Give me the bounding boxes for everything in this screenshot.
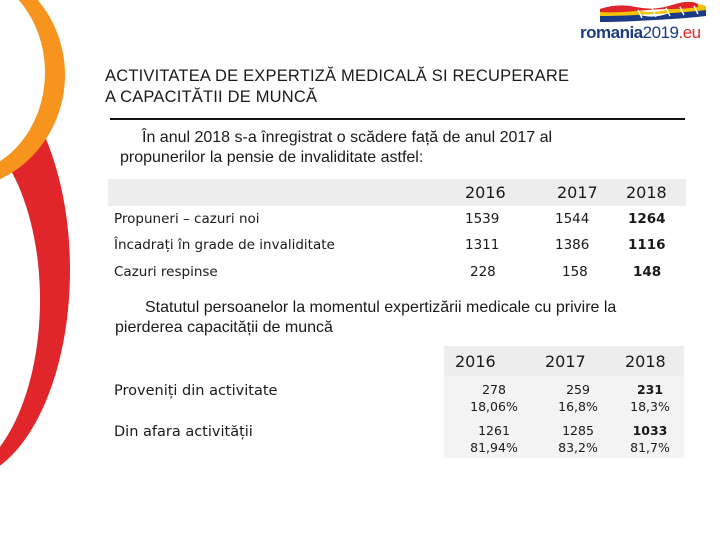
table2-percent: 81,94% xyxy=(470,440,518,455)
table1-cell: 1386 xyxy=(555,237,590,253)
table2-count: 231 xyxy=(636,382,664,397)
table2-year-2017: 2017 xyxy=(545,352,586,371)
table2-cell: 1285 83,2% xyxy=(548,422,608,456)
logo-name: romania xyxy=(580,23,643,42)
table1-cell: 1539 xyxy=(465,211,500,227)
table1-year-2017: 2017 xyxy=(557,183,598,202)
title-line-2: A CAPACITĂTII DE MUNCĂ xyxy=(105,88,318,106)
table2-cell: 1261 81,94% xyxy=(460,422,528,456)
logo-domain: .eu xyxy=(678,23,701,42)
table2-percent: 18,3% xyxy=(630,399,670,414)
romania2019-logo: romania2019.eu xyxy=(580,2,715,46)
table1-header-band xyxy=(108,179,686,206)
table1-cell: 1544 xyxy=(555,211,590,227)
table1-row-label: Propuneri – cazuri noi xyxy=(114,211,260,227)
intro2-line-2: pierderea capacității de muncă xyxy=(115,319,333,336)
intro1-line-2: propunerilor la pensie de invaliditate a… xyxy=(120,149,424,166)
logo-year: 2019 xyxy=(642,23,679,42)
table1-row-label: Încadrați în grade de invaliditate xyxy=(114,237,335,253)
table2-cell: 278 18,06% xyxy=(462,381,526,415)
intro-paragraph-1: În anul 2018 s-a înregistrat o scădere f… xyxy=(120,128,710,168)
table2-row-label: Din afara activității xyxy=(114,424,253,440)
table2-year-2018: 2018 xyxy=(625,352,666,371)
title-line-1: ACTIVITATEA DE EXPERTIZĂ MEDICALĂ SI REC… xyxy=(105,67,570,85)
title-divider xyxy=(110,118,685,120)
table2-row-label: Proveniți din activitate xyxy=(114,383,278,399)
table2-cell: 231 18,3% xyxy=(620,381,680,415)
table1-cell: 1116 xyxy=(628,237,666,253)
table2-percent: 81,7% xyxy=(630,440,670,455)
table1-cell: 148 xyxy=(633,264,662,280)
table2-year-2016: 2016 xyxy=(455,352,496,371)
table1-cell: 228 xyxy=(470,264,496,280)
intro1-line-1: În anul 2018 s-a înregistrat o scădere f… xyxy=(142,129,553,146)
table2-percent: 83,2% xyxy=(558,440,598,455)
table2-cell: 259 16,8% xyxy=(548,381,608,415)
intro-paragraph-2: Statutul persoanelor la momentul experti… xyxy=(115,298,710,338)
table1-year-2018: 2018 xyxy=(626,183,667,202)
table1-cell: 158 xyxy=(562,264,588,280)
table2-percent: 18,06% xyxy=(470,399,518,414)
logo-wordmark: romania2019.eu xyxy=(580,23,701,43)
table2-count: 278 xyxy=(482,382,506,397)
table2-count: 259 xyxy=(566,382,590,397)
table1-cell: 1264 xyxy=(628,211,666,227)
flag-wave-icon xyxy=(600,2,706,22)
table2-cell: 1033 81,7% xyxy=(620,422,680,456)
slide-title: ACTIVITATEA DE EXPERTIZĂ MEDICALĂ SI REC… xyxy=(105,66,705,108)
table1-year-2016: 2016 xyxy=(465,183,506,202)
table2-header-band xyxy=(444,346,684,376)
table1-cell: 1311 xyxy=(465,237,500,253)
intro2-line-1: Statutul persoanelor la momentul experti… xyxy=(145,299,617,316)
decorative-circles xyxy=(0,0,110,540)
table2-body-band xyxy=(444,376,684,458)
table2-count: 1261 xyxy=(478,423,510,438)
table1-row-label: Cazuri respinse xyxy=(114,264,218,280)
table2-count: 1285 xyxy=(562,423,594,438)
table2-percent: 16,8% xyxy=(558,399,598,414)
table2-count: 1033 xyxy=(632,423,668,438)
